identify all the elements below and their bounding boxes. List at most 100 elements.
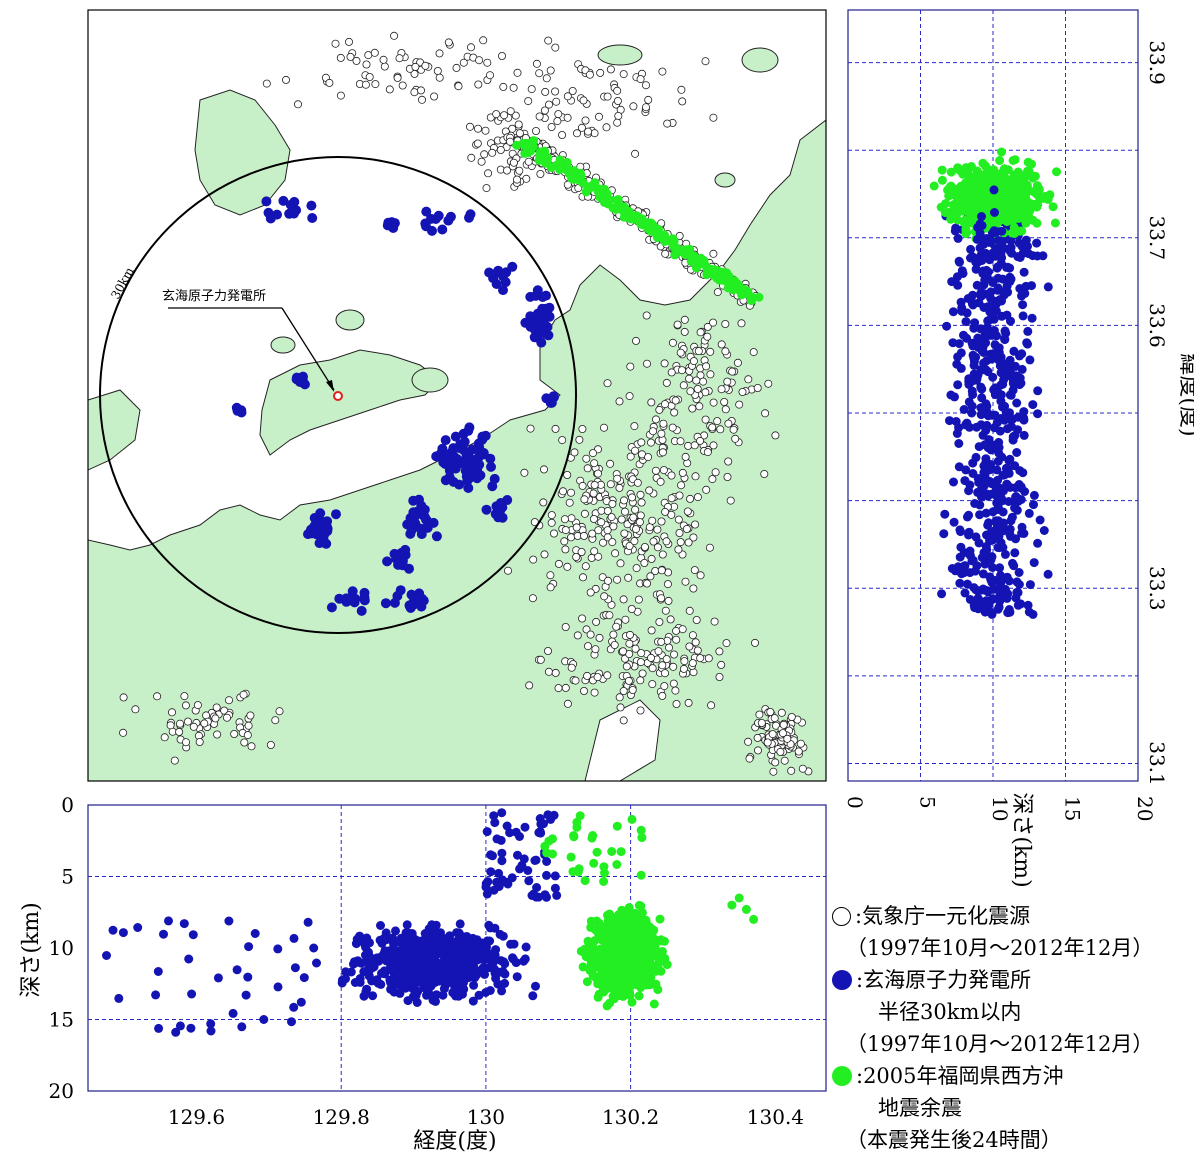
jma-epicenter <box>568 87 577 96</box>
jma-epicenter <box>247 742 256 751</box>
jma-epicenter <box>587 553 596 562</box>
lon-genkai-event <box>372 953 382 963</box>
lat-genkai-event <box>1008 435 1018 445</box>
lat-genkai-event <box>1016 599 1026 609</box>
lat-genkai-event <box>979 289 989 299</box>
jma-epicenter <box>535 112 544 121</box>
genkai-epicenter <box>464 212 474 223</box>
jma-epicenter <box>559 487 568 496</box>
aftershock-epicenter <box>595 192 605 202</box>
genkai-epicenter <box>481 504 492 515</box>
lat-genkai-event <box>1005 263 1015 273</box>
genkai-epicenter <box>265 213 276 224</box>
lat-genkai-event <box>990 307 1000 317</box>
jma-epicenter <box>271 716 280 725</box>
plant-marker <box>333 391 343 401</box>
jma-epicenter <box>670 408 679 417</box>
lon-genkai-event <box>259 1015 269 1024</box>
jma-epicenter <box>563 92 572 101</box>
genkai-epicenter <box>507 261 518 272</box>
lon-genkai-event <box>531 981 540 991</box>
lat-aftershock-event <box>959 218 969 228</box>
lon-aftershock-event <box>582 977 592 987</box>
lon-aftershock-event <box>583 936 593 946</box>
jma-epicenter <box>580 495 589 504</box>
jma-epicenter <box>763 738 772 747</box>
lat-genkai-event <box>983 274 993 284</box>
plant-label: 玄海原子力発電所 <box>162 289 266 304</box>
jma-epicenter <box>362 60 371 69</box>
lat-genkai-event <box>946 390 956 400</box>
lon-genkai-event <box>357 935 367 945</box>
lat-genkai-event <box>960 476 970 486</box>
jma-epicenter <box>153 692 162 701</box>
lat-aftershock-event <box>985 175 995 185</box>
jma-epicenter <box>715 647 724 656</box>
lon-genkai-event <box>419 936 429 946</box>
jma-epicenter <box>662 537 671 546</box>
jma-epicenter <box>344 37 353 46</box>
jma-epicenter <box>509 83 518 92</box>
lon-genkai-event <box>435 959 444 969</box>
jma-epicenter <box>729 425 738 434</box>
lat-genkai-event <box>986 287 996 297</box>
genkai-epicenter <box>541 290 551 301</box>
lon-aftershock-event <box>616 847 626 857</box>
jma-epicenter <box>573 129 582 138</box>
jma-epicenter <box>651 466 660 475</box>
lat-aftershock-event <box>971 181 981 190</box>
lat-genkai-event <box>1010 548 1020 558</box>
lon-genkai-event <box>475 950 485 960</box>
lon-aftershock-event <box>653 960 663 970</box>
lon-genkai-event <box>458 960 468 970</box>
lon-aftershock-event <box>569 832 579 842</box>
jma-epicenter <box>778 729 787 738</box>
jma-epicenter <box>589 489 598 498</box>
lat-genkai-event <box>965 546 975 556</box>
jma-epicenter <box>613 97 622 106</box>
lon-genkai-event <box>515 864 525 874</box>
lat-genkai-event <box>996 368 1006 378</box>
genkai-epicenter <box>382 556 393 567</box>
lon-genkai-event <box>474 990 484 1000</box>
jma-epicenter <box>160 733 169 742</box>
jma-epicenter <box>608 538 617 547</box>
lon-aftershock-event <box>612 821 622 831</box>
jma-epicenter <box>619 595 628 604</box>
lon-genkai-event <box>237 1022 247 1032</box>
lat-aftershock-event <box>937 165 947 175</box>
genkai-epicenter <box>460 456 471 467</box>
jma-epicenter <box>544 36 553 45</box>
jma-epicenter <box>615 693 624 702</box>
jma-epicenter <box>669 662 678 671</box>
lat-genkai-event <box>1004 576 1014 586</box>
lat-genkai-event <box>993 236 1003 245</box>
lon-aftershock-event <box>548 849 557 859</box>
jma-epicenter <box>690 441 699 450</box>
genkai-epicenter <box>382 220 393 231</box>
jma-epicenter <box>653 525 662 534</box>
lat-genkai-event <box>956 297 966 307</box>
jma-epicenter <box>581 562 590 571</box>
jma-epicenter <box>674 545 683 554</box>
lon-genkai-event <box>312 958 321 968</box>
lat-genkai-event <box>1033 409 1043 419</box>
jma-epicenter <box>603 92 612 101</box>
jma-epicenter <box>570 448 579 457</box>
jma-epicenter <box>662 655 671 664</box>
jma-epicenter <box>603 379 612 388</box>
jma-epicenter <box>723 377 732 386</box>
jma-epicenter <box>658 661 667 670</box>
jma-epicenter <box>636 658 645 667</box>
jma-epicenter <box>613 474 622 483</box>
lat-genkai-event <box>1010 361 1020 371</box>
lat-aftershock-event <box>1010 155 1020 165</box>
jma-epicenter <box>703 332 712 341</box>
lon-genkai-event <box>290 963 300 973</box>
lon-aftershock-event <box>568 867 578 877</box>
jma-epicenter <box>540 550 549 559</box>
lat-genkai-event <box>983 267 993 277</box>
lon-genkai-event <box>542 870 551 880</box>
lat-genkai-event <box>993 475 1003 485</box>
jma-epicenter <box>262 79 271 88</box>
